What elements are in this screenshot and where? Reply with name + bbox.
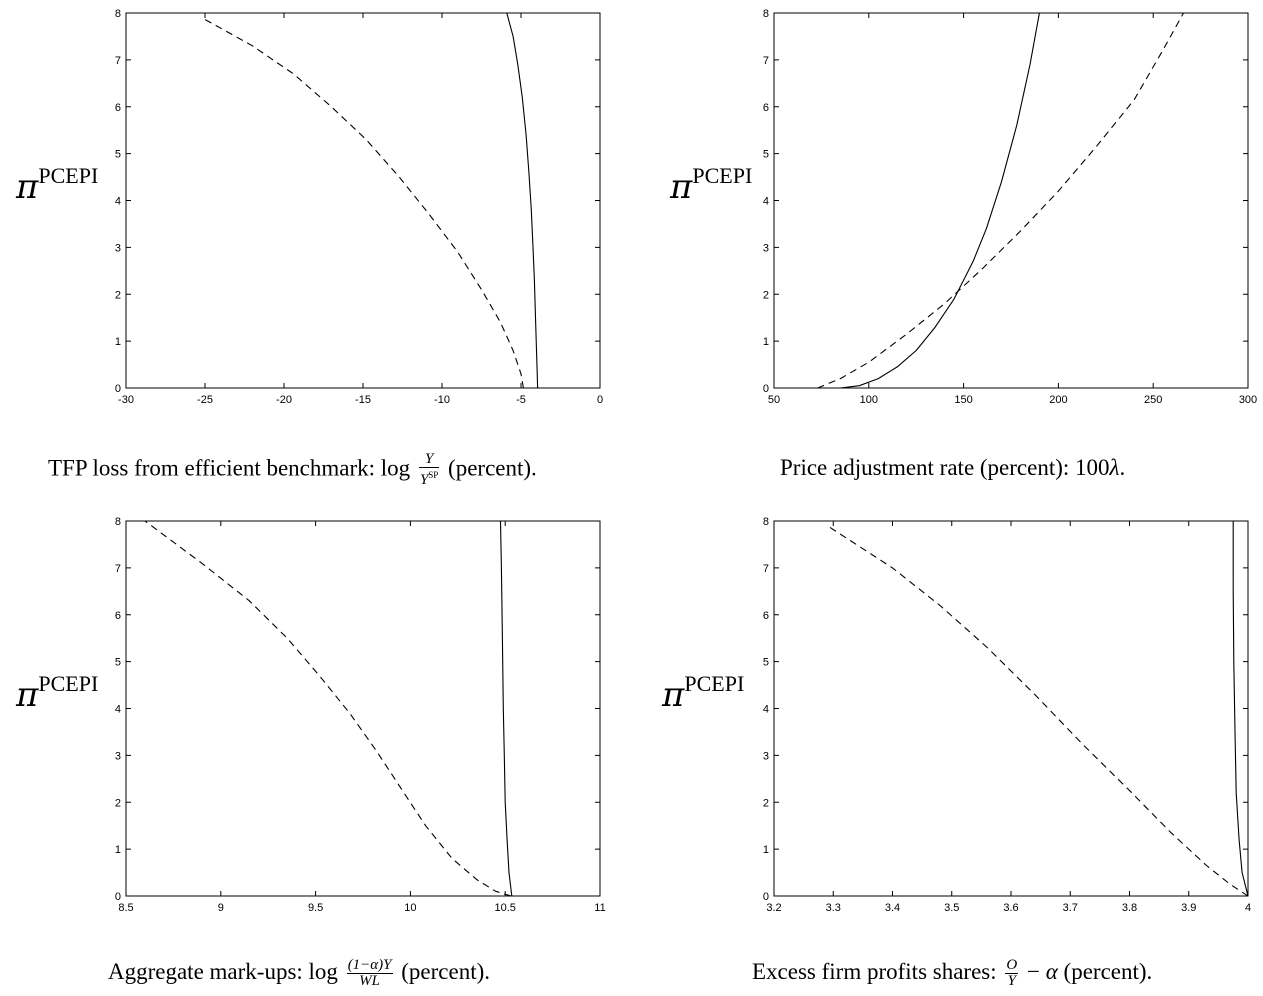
series-line-dashed xyxy=(827,525,1248,896)
y-tick-label: 8 xyxy=(763,516,769,528)
y-tick-label: 3 xyxy=(115,750,121,762)
y-tick-label: 1 xyxy=(763,844,769,856)
y-tick-label: 1 xyxy=(763,336,769,348)
x-tick-label: -5 xyxy=(516,394,526,406)
x-tick-label: 100 xyxy=(860,394,878,406)
plot-frame xyxy=(125,520,601,897)
chart-panel-2: 50 100 150 200 250 300 0 1 2 3 4 5 6 7 8 πPCEPI xyxy=(669,8,1257,406)
plot-frame xyxy=(773,520,1249,897)
y-tick-label: 3 xyxy=(115,242,121,254)
y-axis-label: πPCEPI xyxy=(15,671,98,715)
y-tick-label: 5 xyxy=(115,657,121,669)
y-tick-label: 8 xyxy=(115,8,121,20)
y-tick-label: 4 xyxy=(763,196,769,208)
y-tick-label: 4 xyxy=(115,196,121,208)
x-tick-label: 9.5 xyxy=(308,902,323,914)
y-tick-label: 7 xyxy=(763,563,769,575)
y-tick-label: 1 xyxy=(115,336,121,348)
x-tick-label: -10 xyxy=(434,394,450,406)
y-tick-label: 4 xyxy=(763,704,769,716)
series-line-dashed xyxy=(817,13,1184,388)
series-line-solid xyxy=(1232,521,1248,896)
x-tick-label: 50 xyxy=(768,394,780,406)
x-tick-label: -25 xyxy=(197,394,213,406)
x-tick-label: 200 xyxy=(1049,394,1067,406)
y-tick-label: 6 xyxy=(115,102,121,114)
caption-markups: Aggregate mark-ups: log (1−α)Y WL (percen… xyxy=(108,957,491,989)
x-tick-label: 9 xyxy=(218,902,224,914)
caption-price-adjustment: Price adjustment rate (percent): 100λ. xyxy=(780,455,1126,480)
y-tick-label: 1 xyxy=(115,844,121,856)
caption-tfp-loss: TFP loss from efficient benchmark: log Y… xyxy=(48,451,537,488)
y-tick-label: 6 xyxy=(763,102,769,114)
y-tick-label: 5 xyxy=(115,149,121,161)
y-tick-label: 0 xyxy=(115,383,121,395)
y-tick-label: 8 xyxy=(115,516,121,528)
y-tick-label: 5 xyxy=(763,149,769,161)
y-tick-label: 0 xyxy=(115,891,121,903)
x-tick-label: 3.3 xyxy=(826,902,841,914)
x-tick-label: 3.5 xyxy=(944,902,959,914)
chart-panel-4: 3.2 3.3 3.4 3.5 3.6 3.7 3.8 3.9 4 0 1 2 3 4 5 6 7 8 πPCEPI xyxy=(661,516,1251,914)
x-tick-label: 10.5 xyxy=(494,902,515,914)
y-tick-label: 2 xyxy=(115,797,121,809)
y-tick-label: 2 xyxy=(763,797,769,809)
x-tick-label: 150 xyxy=(954,394,972,406)
x-tick-label: -20 xyxy=(276,394,292,406)
y-tick-label: 7 xyxy=(115,55,121,67)
y-tick-label: 0 xyxy=(763,891,769,903)
y-tick-label: 3 xyxy=(763,242,769,254)
series-line-dashed xyxy=(201,17,524,388)
series-line-dashed xyxy=(144,521,512,896)
y-tick-label: 2 xyxy=(115,289,121,301)
y-tick-label: 3 xyxy=(763,750,769,762)
y-tick-label: 0 xyxy=(763,383,769,395)
x-tick-label: 3.4 xyxy=(885,902,900,914)
chart-panel-3: 8.5 9 9.5 10 10.5 11 0 1 2 3 4 5 6 7 8 πPCEPI xyxy=(15,516,606,914)
y-tick-label: 6 xyxy=(115,610,121,622)
series-line-solid xyxy=(499,521,513,896)
chart-panel-1: -30 -25 -20 -15 -10 -5 0 0 1 2 3 4 5 6 7 8 πPCEPI xyxy=(15,8,603,406)
x-tick-label: 11 xyxy=(594,902,605,914)
y-tick-label: 5 xyxy=(763,657,769,669)
y-tick-label: 7 xyxy=(763,55,769,67)
x-tick-label: 3.2 xyxy=(766,902,781,914)
y-axis-label: πPCEPI xyxy=(669,163,752,207)
x-tick-label: 8.5 xyxy=(118,902,133,914)
y-tick-label: 2 xyxy=(763,289,769,301)
x-tick-label: 3.6 xyxy=(1003,902,1018,914)
x-tick-label: 3.8 xyxy=(1122,902,1137,914)
x-tick-label: 3.7 xyxy=(1063,902,1078,914)
x-tick-label: -30 xyxy=(118,394,134,406)
y-axis-label: πPCEPI xyxy=(661,671,744,715)
y-tick-label: 6 xyxy=(763,610,769,622)
x-tick-label: 10 xyxy=(404,902,416,914)
y-tick-label: 7 xyxy=(115,563,121,575)
x-tick-label: 250 xyxy=(1144,394,1162,406)
x-tick-label: 3.9 xyxy=(1181,902,1196,914)
y-axis-label: πPCEPI xyxy=(15,163,98,207)
x-tick-label: 0 xyxy=(597,394,603,406)
plot-frame xyxy=(125,12,601,389)
x-tick-label: 4 xyxy=(1245,902,1251,914)
y-tick-label: 4 xyxy=(115,704,121,716)
series-line-solid xyxy=(506,13,539,388)
x-tick-label: 300 xyxy=(1239,394,1257,406)
plot-frame xyxy=(773,12,1249,389)
x-tick-label: -15 xyxy=(355,394,371,406)
y-tick-label: 8 xyxy=(763,8,769,20)
series-line-solid xyxy=(840,13,1040,388)
